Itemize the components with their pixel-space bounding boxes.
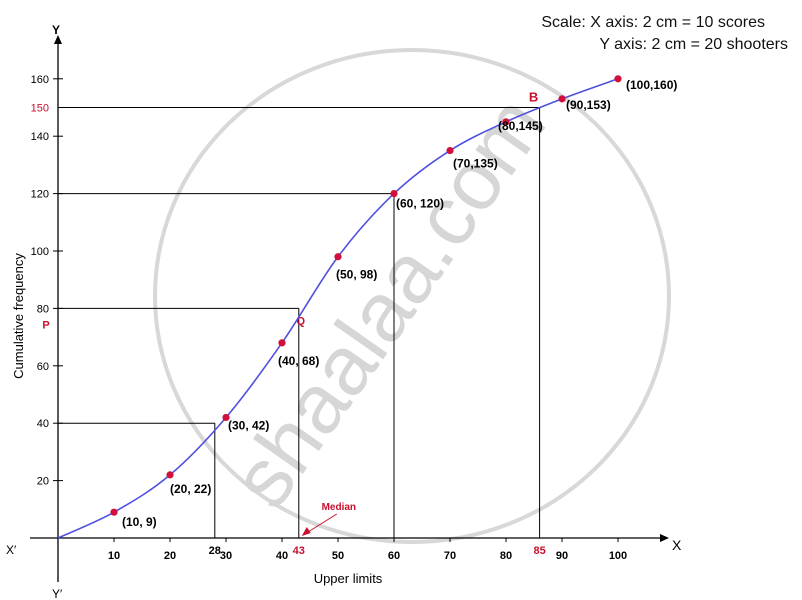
x-tick-label-40: 40 <box>276 550 288 562</box>
data-point-80 <box>502 118 510 126</box>
reference-x-label-3: 85 <box>533 545 545 557</box>
y-tick-label-160: 160 <box>31 74 49 86</box>
scale-x-text: Scale: X axis: 2 cm = 10 scores <box>541 14 765 31</box>
data-label-90: (90,153) <box>566 98 611 112</box>
data-label-10: (10, 9) <box>122 515 157 529</box>
data-label-80: (80,145) <box>498 119 543 133</box>
x-axis-title: Upper limits <box>314 571 383 586</box>
y-neg-axis-letter: Y′ <box>52 587 63 600</box>
ogive-curve <box>57 78 619 539</box>
x-tick-label-100: 100 <box>609 550 627 562</box>
data-label-60: (60, 120) <box>396 197 444 211</box>
x-tick-label-20: 20 <box>164 550 176 562</box>
y-tick-label-80: 80 <box>37 303 49 315</box>
x-tick-label-50: 50 <box>332 550 344 562</box>
scale-y-text: Y axis: 2 cm = 20 shooters <box>599 36 788 53</box>
x-tick-label-80: 80 <box>500 550 512 562</box>
data-point-30 <box>222 413 230 422</box>
median-annotation: Median <box>322 502 356 513</box>
x-tick-label-10: 10 <box>108 550 120 562</box>
data-point-20 <box>166 471 174 479</box>
x-neg-axis-letter: X′ <box>6 543 17 557</box>
x-tick-label-90: 90 <box>556 550 568 562</box>
x-tick-label-60: 60 <box>388 550 400 562</box>
data-point-90 <box>558 95 566 103</box>
data-point-50 <box>334 253 342 261</box>
watermark-text: shaalaa.com <box>213 79 563 523</box>
y-tick-label-100: 100 <box>31 246 49 258</box>
ticks: 10 20 30 40 50 60 70 80 90 100 20 40 60 80 100 120 140 16… <box>31 74 628 562</box>
y-axis-letter: Y <box>52 23 60 37</box>
data-label-70: (70,135) <box>453 157 498 171</box>
reference-x-label-1: 43 <box>293 545 305 557</box>
axis-point-label-P: P <box>42 319 49 331</box>
axes: X X′ Y Y′ Upper limits Cumulative freque… <box>6 23 682 600</box>
data-label-20: (20, 22) <box>170 482 211 496</box>
reference-x-label-0: 28 <box>209 545 221 557</box>
data-point-40 <box>278 339 286 347</box>
data-point-100 <box>614 75 622 83</box>
x-tick-label-30: 30 <box>220 550 232 562</box>
median-arrow-head <box>301 527 311 536</box>
data-point-70 <box>446 146 454 155</box>
y-axis-arrow <box>54 35 62 44</box>
x-tick-label-70: 70 <box>444 550 456 562</box>
y-tick-label-140: 140 <box>31 131 49 143</box>
point-label-Q: Q <box>297 315 306 327</box>
data-point-60 <box>390 190 398 198</box>
point-label-B: B <box>529 90 538 105</box>
reference-y-label-3: 150 <box>31 103 49 115</box>
x-axis-arrow <box>660 534 669 542</box>
scale-legend: Scale: X axis: 2 cm = 10 scores Y axis: … <box>541 12 788 56</box>
median-arrow-line <box>304 513 338 535</box>
y-axis-title: Cumulative frequency <box>11 253 26 379</box>
data-point-10 <box>110 508 118 516</box>
reference-lines: 28 43 Q P Median 85 150 B <box>31 90 546 558</box>
x-axis-letter: X <box>672 537 682 553</box>
y-tick-label-60: 60 <box>37 361 49 373</box>
data-label-100: (100,160) <box>626 78 677 92</box>
data-label-30: (30, 42) <box>228 418 269 432</box>
data-points: (10, 9) (20, 22) (30, 42) (40, 68) (50, 98) (… <box>110 75 677 529</box>
data-label-40: (40, 68) <box>278 354 319 368</box>
y-tick-label-20: 20 <box>37 476 49 488</box>
watermark-circle <box>153 48 671 544</box>
y-tick-label-40: 40 <box>37 418 49 430</box>
y-tick-label-120: 120 <box>31 189 49 201</box>
data-label-50: (50, 98) <box>336 268 377 282</box>
